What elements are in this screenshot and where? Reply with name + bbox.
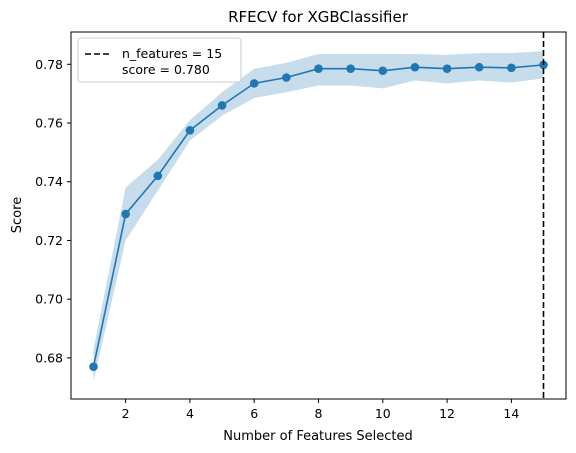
score-point bbox=[89, 362, 98, 372]
x-tick-label: 14 bbox=[503, 406, 519, 421]
score-point bbox=[346, 64, 355, 73]
y-axis-ticks: 0.68 0.70 0.72 0.74 0.76 0.78 bbox=[35, 57, 71, 365]
y-tick-label: 0.68 bbox=[35, 350, 63, 365]
legend-score: score = 0.780 bbox=[122, 62, 210, 77]
x-tick-label: 12 bbox=[439, 406, 455, 421]
score-point bbox=[185, 126, 195, 135]
y-tick-label: 0.70 bbox=[35, 292, 63, 307]
x-tick-label: 4 bbox=[186, 406, 194, 421]
score-point bbox=[442, 64, 452, 73]
score-point bbox=[314, 64, 323, 73]
x-tick-label: 2 bbox=[122, 406, 130, 421]
score-point bbox=[378, 66, 388, 76]
y-tick-label: 0.74 bbox=[35, 174, 63, 189]
score-point bbox=[507, 63, 516, 73]
score-point bbox=[249, 79, 259, 88]
score-point bbox=[153, 171, 163, 181]
plot-frame bbox=[70, 31, 567, 400]
legend-box bbox=[77, 37, 242, 83]
y-tick-label: 0.72 bbox=[35, 233, 63, 248]
score-point bbox=[282, 73, 291, 82]
x-tick-label: 6 bbox=[250, 406, 258, 421]
score-point bbox=[410, 62, 420, 72]
x-axis-ticks: 2 4 6 8 10 12 14 bbox=[122, 399, 519, 421]
score-point bbox=[121, 209, 130, 219]
x-tick-label: 8 bbox=[315, 406, 323, 421]
y-tick-label: 0.76 bbox=[35, 116, 63, 131]
legend-n-features: n_features = 15 bbox=[122, 46, 222, 61]
chart-title: RFECV for XGBClassifier bbox=[228, 8, 409, 26]
legend: n_features = 15 score = 0.780 bbox=[77, 37, 242, 83]
y-tick-label: 0.78 bbox=[35, 57, 63, 72]
score-point bbox=[217, 101, 227, 110]
x-tick-label: 10 bbox=[375, 406, 391, 421]
plot-area bbox=[89, 32, 548, 399]
score-point bbox=[474, 62, 484, 72]
y-axis-label: Score bbox=[10, 197, 25, 233]
x-axis-label: Number of Features Selected bbox=[223, 429, 412, 444]
